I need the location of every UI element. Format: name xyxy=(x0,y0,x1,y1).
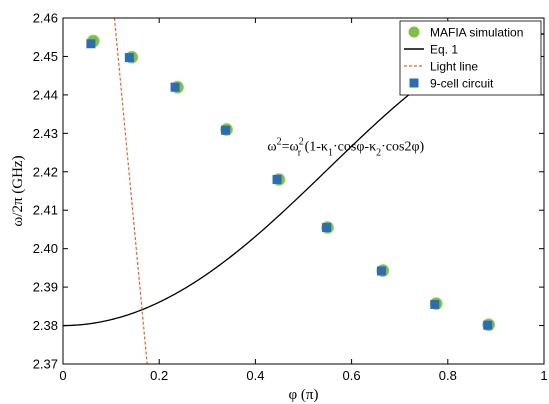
y-tick-label: 2.38 xyxy=(33,318,58,333)
equation-part: (1-κ xyxy=(301,140,328,155)
equation-part: ·cos2φ) xyxy=(381,140,424,155)
x-tick-label: 0.8 xyxy=(439,368,457,383)
y-tick-label: 2.39 xyxy=(33,280,58,295)
x-axis-label: φ (π) xyxy=(289,387,319,403)
y-tick-label: 2.44 xyxy=(33,87,58,102)
circuit-point xyxy=(272,174,282,184)
y-tick-label: 2.40 xyxy=(33,241,58,256)
y-tick-label: 2.46 xyxy=(33,11,58,26)
circuit-point xyxy=(170,82,180,92)
equation-part: 2 xyxy=(277,137,282,148)
circuit-point xyxy=(430,299,440,309)
legend-label: Light line xyxy=(430,60,478,74)
y-tick-label: 2.41 xyxy=(33,203,58,218)
y-tick-label: 2.37 xyxy=(33,357,58,372)
x-tick-label: 0.4 xyxy=(246,368,264,383)
equation-part: r xyxy=(298,148,302,159)
legend-symbol-circuit xyxy=(409,78,419,88)
circuit-point xyxy=(483,320,493,330)
x-tick-label: 0.6 xyxy=(343,368,361,383)
x-tick-label: 0.2 xyxy=(150,368,168,383)
legend-box xyxy=(399,20,542,96)
circuit-point xyxy=(322,223,332,233)
x-tick-label: 1 xyxy=(540,368,547,383)
circuit-point xyxy=(376,266,386,276)
equation-annotation: ω2=ω2 r (1-κ1·cosφ-κ2·cos2φ) xyxy=(267,137,424,159)
equation-part: 1 xyxy=(328,148,333,159)
x-tick-label: 0 xyxy=(59,368,66,383)
plot-frame xyxy=(62,17,545,365)
y-tick-label: 2.45 xyxy=(33,49,58,64)
y-tick-label: 2.42 xyxy=(33,164,58,179)
circuit-point xyxy=(221,125,231,135)
light-line xyxy=(113,18,148,364)
legend-symbol-mafia xyxy=(408,26,420,38)
legend-label: 9-cell circuit xyxy=(430,77,494,91)
equation-part: 2 xyxy=(376,148,381,159)
legend-label: Eq. 1 xyxy=(430,43,458,57)
circuit-point xyxy=(124,53,134,63)
legend: MAFIA simulation Eq. 1 Light line 9-cell ci… xyxy=(399,20,542,96)
y-axis-label: ω/2π (GHz) xyxy=(10,155,26,226)
y-tick-label: 2.43 xyxy=(33,126,58,141)
legend-label: MAFIA simulation xyxy=(430,26,523,40)
plot-marks xyxy=(63,18,544,364)
equation-part: 2 xyxy=(299,137,304,148)
equation-part: =ω xyxy=(282,140,299,155)
equation-part: ·cosφ-κ xyxy=(333,140,376,155)
circuit-point xyxy=(86,39,96,49)
axis-ticks: 0 0.2 0.4 0.6 0.8 1 2.37 2.38 2.39 2.40 2.41 2.42 2.… xyxy=(33,11,548,384)
equation-part: ω xyxy=(267,140,276,155)
